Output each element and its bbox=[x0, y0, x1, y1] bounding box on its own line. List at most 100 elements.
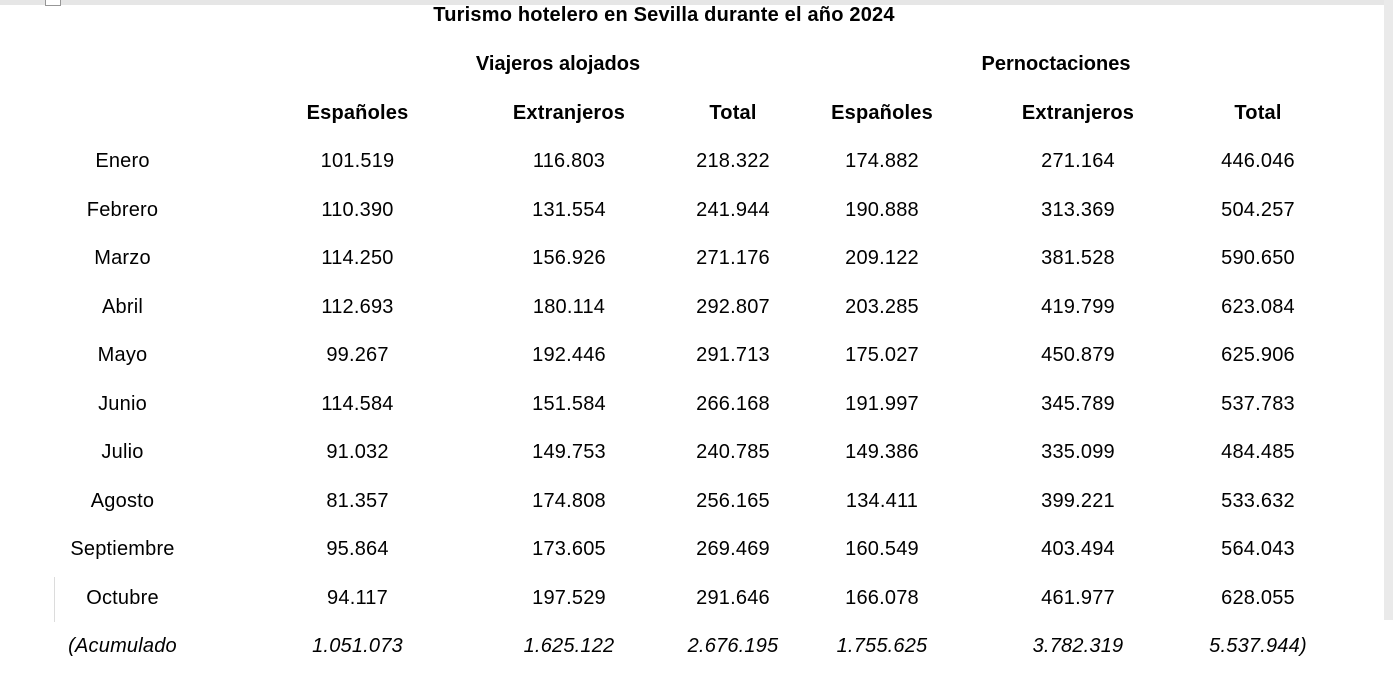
table-row: Julio 91.032 149.753 240.785 149.386 335.099 4… bbox=[0, 429, 1326, 478]
value-cell: 419.799 bbox=[1041, 295, 1115, 318]
tourism-table: Españoles Extranjeros Total Españoles Ex… bbox=[0, 89, 1326, 671]
column-header-espanoles-pernoctaciones: Españoles bbox=[831, 101, 933, 124]
value-cell: 625.906 bbox=[1221, 344, 1295, 367]
value-cell: 2.676.195 bbox=[687, 635, 779, 658]
value-cell: 156.926 bbox=[532, 247, 606, 270]
month-cell: Agosto bbox=[90, 489, 155, 512]
table-row: Mayo 99.267 192.446 291.713 175.027 450.879 62… bbox=[0, 332, 1326, 381]
value-cell: 209.122 bbox=[845, 247, 919, 270]
value-cell: 564.043 bbox=[1221, 538, 1295, 561]
value-cell: 94.117 bbox=[327, 586, 388, 609]
value-cell: 131.554 bbox=[532, 198, 606, 221]
value-cell: 114.584 bbox=[321, 392, 394, 415]
table-row: (Acumulado 1.051.073 1.625.122 2.676.195 1.7… bbox=[0, 623, 1326, 672]
value-cell: 345.789 bbox=[1041, 392, 1115, 415]
value-cell: 175.027 bbox=[845, 344, 919, 367]
value-cell: 134.411 bbox=[845, 489, 919, 512]
value-cell: 1.755.625 bbox=[836, 635, 928, 658]
column-header-total-pernoctaciones: Total bbox=[1234, 101, 1282, 124]
value-cell: 313.369 bbox=[1041, 198, 1115, 221]
value-cell: 292.807 bbox=[696, 295, 770, 318]
month-cell: Octubre bbox=[86, 586, 159, 609]
value-cell: 149.753 bbox=[532, 441, 606, 464]
column-header-extranjeros-pernoctaciones: Extranjeros bbox=[1021, 101, 1135, 124]
value-cell: 166.078 bbox=[845, 586, 919, 609]
value-cell: 149.386 bbox=[845, 441, 919, 464]
column-header-extranjeros-viajeros: Extranjeros bbox=[512, 101, 626, 124]
value-cell: 533.632 bbox=[1221, 489, 1295, 512]
value-cell: 450.879 bbox=[1041, 344, 1115, 367]
value-cell: 628.055 bbox=[1221, 586, 1295, 609]
month-cell: Mayo bbox=[97, 344, 148, 367]
value-cell: 116.803 bbox=[532, 150, 606, 173]
month-cell: (Acumulado bbox=[68, 635, 177, 658]
value-cell: 174.808 bbox=[532, 489, 606, 512]
value-cell: 91.032 bbox=[326, 441, 389, 464]
table-row: Septiembre 95.864 173.605 269.469 160.549 403… bbox=[0, 526, 1326, 575]
value-cell: 241.944 bbox=[696, 198, 770, 221]
value-cell: 95.864 bbox=[326, 538, 389, 561]
column-header-espanoles-viajeros: Españoles bbox=[306, 101, 409, 124]
value-cell: 110.390 bbox=[321, 198, 394, 221]
value-cell: 291.646 bbox=[696, 586, 770, 609]
value-cell: 537.783 bbox=[1221, 392, 1295, 415]
table-row: Octubre 94.117 197.529 291.646 166.078 461.97… bbox=[0, 574, 1326, 623]
value-cell: 271.164 bbox=[1041, 150, 1115, 173]
value-cell: 240.785 bbox=[696, 441, 770, 464]
value-cell: 256.165 bbox=[696, 489, 770, 512]
value-cell: 197.529 bbox=[532, 586, 606, 609]
month-cell: Enero bbox=[95, 150, 150, 173]
text-cursor bbox=[54, 577, 55, 622]
value-cell: 1.625.122 bbox=[523, 635, 615, 658]
value-cell: 446.046 bbox=[1221, 150, 1295, 173]
value-cell: 174.882 bbox=[845, 150, 919, 173]
value-cell: 590.650 bbox=[1221, 247, 1295, 270]
value-cell: 5.537.944) bbox=[1209, 635, 1307, 658]
value-cell: 218.322 bbox=[696, 150, 770, 173]
value-cell: 180.114 bbox=[532, 295, 606, 318]
value-cell: 173.605 bbox=[532, 538, 606, 561]
value-cell: 271.176 bbox=[696, 247, 770, 270]
value-cell: 99.267 bbox=[326, 344, 389, 367]
month-cell: Junio bbox=[98, 392, 147, 415]
value-cell: 191.997 bbox=[845, 392, 919, 415]
value-cell: 81.357 bbox=[326, 489, 389, 512]
value-cell: 461.977 bbox=[1041, 586, 1115, 609]
value-cell: 1.051.073 bbox=[312, 635, 403, 658]
value-cell: 160.549 bbox=[845, 538, 919, 561]
value-cell: 484.485 bbox=[1221, 441, 1295, 464]
column-header-total-viajeros: Total bbox=[709, 101, 757, 124]
value-cell: 151.584 bbox=[532, 392, 606, 415]
value-cell: 335.099 bbox=[1041, 441, 1115, 464]
value-cell: 112.693 bbox=[321, 295, 394, 318]
table-move-handle[interactable] bbox=[45, 0, 61, 6]
table-row: Enero 101.519 116.803 218.322 174.882 271.164… bbox=[0, 138, 1326, 187]
table-row: Marzo 114.250 156.926 271.176 209.122 381.528… bbox=[0, 235, 1326, 284]
value-cell: 291.713 bbox=[696, 344, 770, 367]
month-cell: Septiembre bbox=[70, 538, 175, 561]
value-cell: 399.221 bbox=[1041, 489, 1115, 512]
column-header-empty bbox=[0, 89, 245, 138]
value-cell: 269.469 bbox=[696, 538, 770, 561]
month-cell: Abril bbox=[101, 295, 143, 318]
column-header-row: Españoles Extranjeros Total Españoles Ex… bbox=[0, 89, 1326, 138]
table-row: Febrero 110.390 131.554 241.944 190.888 313.3… bbox=[0, 186, 1326, 235]
value-cell: 101.519 bbox=[320, 150, 395, 173]
value-cell: 3.782.319 bbox=[1032, 635, 1124, 658]
value-cell: 403.494 bbox=[1041, 538, 1115, 561]
value-cell: 190.888 bbox=[845, 198, 919, 221]
value-cell: 266.168 bbox=[696, 392, 770, 415]
group-header-row: Viajeros alojados Pernoctaciones bbox=[0, 53, 1393, 79]
month-cell: Julio bbox=[101, 441, 144, 464]
page-title: Turismo hotelero en Sevilla durante el a… bbox=[433, 4, 895, 26]
group-header-pernoctaciones: Pernoctaciones bbox=[981, 53, 1131, 75]
value-cell: 623.084 bbox=[1221, 295, 1295, 318]
value-cell: 192.446 bbox=[532, 344, 606, 367]
table-row: Agosto 81.357 174.808 256.165 134.411 399.221… bbox=[0, 477, 1326, 526]
group-header-viajeros-alojados: Viajeros alojados bbox=[475, 53, 641, 75]
value-cell: 381.528 bbox=[1041, 247, 1115, 270]
window-edge-right bbox=[1384, 0, 1393, 620]
month-cell: Marzo bbox=[94, 247, 151, 270]
value-cell: 203.285 bbox=[845, 295, 919, 318]
